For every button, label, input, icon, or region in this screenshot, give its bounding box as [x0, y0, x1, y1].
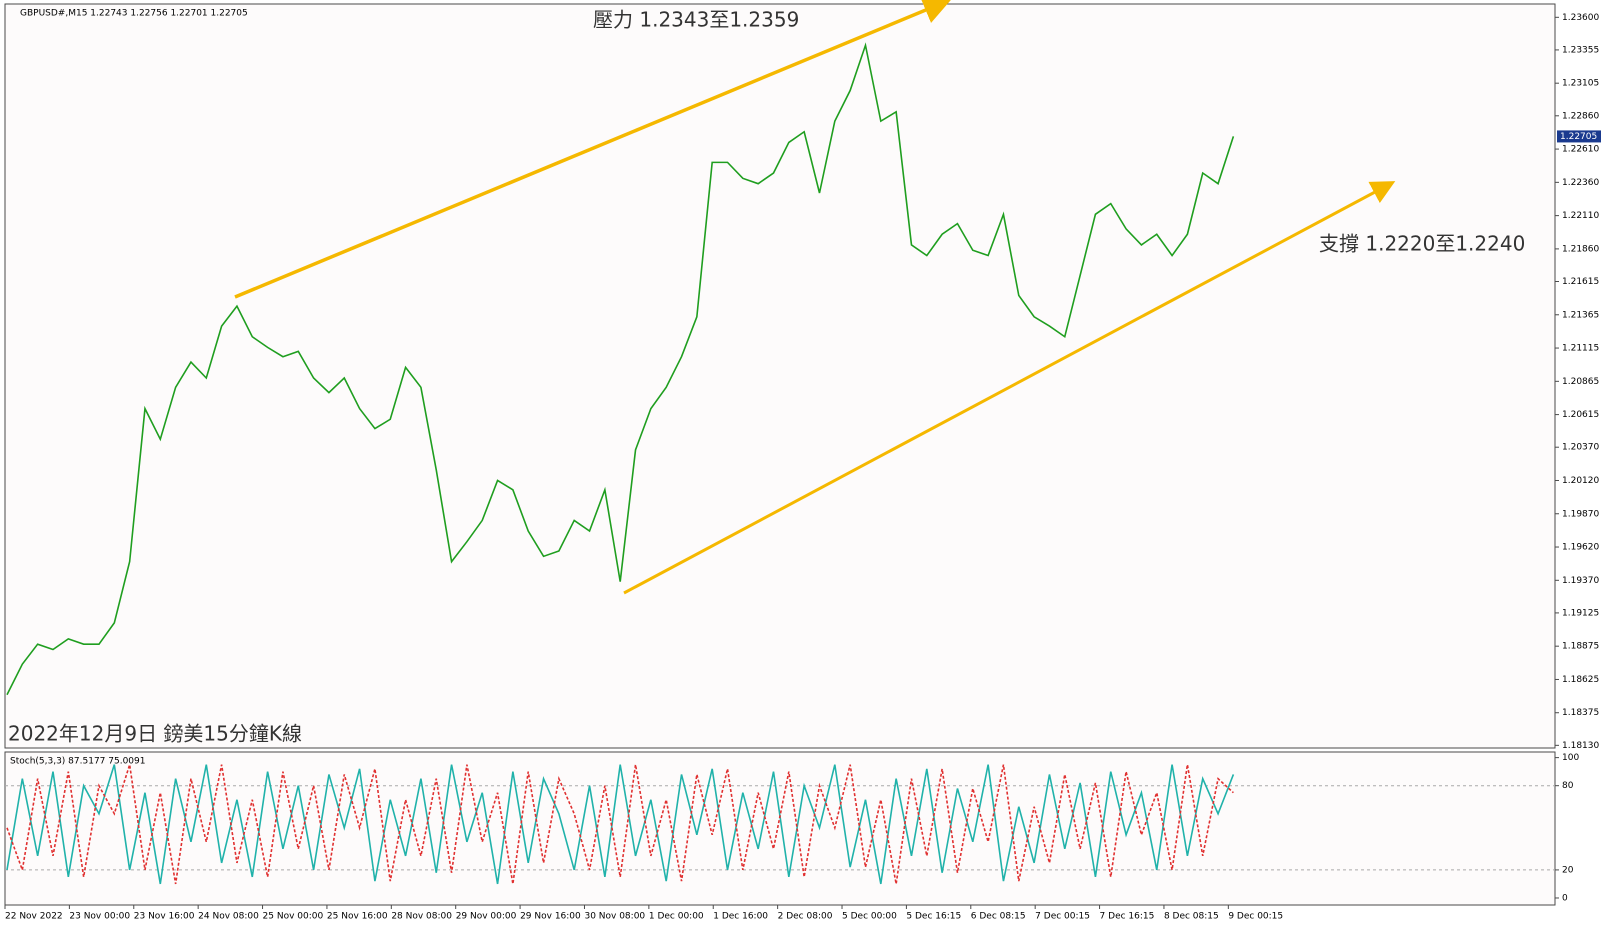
price-tag-label: 1.22705 — [1560, 132, 1597, 142]
y-tick-label: 1.22610 — [1562, 145, 1599, 155]
x-tick-label: 29 Nov 00:00 — [456, 912, 517, 922]
x-tick-label: 25 Nov 16:00 — [327, 912, 388, 922]
x-tick-label: 5 Dec 00:00 — [842, 912, 897, 922]
series-line — [6, 764, 1234, 885]
symbol-header: GBPUSD#,M15 1.22743 1.22756 1.22701 1.22… — [20, 9, 248, 19]
y-tick-label: 1.22360 — [1562, 178, 1599, 188]
price-tag — [1557, 130, 1601, 143]
stoch-header: Stoch(5,3,3) 87.5177 75.0091 — [10, 757, 145, 767]
y-tick-label: 1.23355 — [1562, 45, 1599, 55]
x-tick-label: 7 Dec 16:15 — [1100, 912, 1155, 922]
x-tick-label: 7 Dec 00:15 — [1035, 912, 1090, 922]
x-tick-label: 6 Dec 08:15 — [971, 912, 1026, 922]
y-tick-label: 1.20615 — [1562, 410, 1599, 420]
x-tick-label: 8 Dec 08:15 — [1164, 912, 1219, 922]
x-tick-label: 30 Nov 08:00 — [584, 912, 645, 922]
y-tick-label: 1.20370 — [1562, 443, 1599, 453]
x-tick-label: 23 Nov 16:00 — [134, 912, 195, 922]
x-tick-label: 28 Nov 08:00 — [391, 912, 452, 922]
x-tick-label: 5 Dec 16:15 — [906, 912, 961, 922]
resistance-arrow — [234, 0, 952, 299]
y-tick-label: 1.19125 — [1562, 608, 1599, 618]
y-tick-label: 1.20120 — [1562, 476, 1599, 486]
y-tick-label: 1.21860 — [1562, 244, 1599, 254]
y-tick-label: 1.19870 — [1562, 509, 1599, 519]
y-tick-label: 1.22860 — [1562, 111, 1599, 121]
y-tick-label: 1.21365 — [1562, 310, 1599, 320]
x-tick-label: 2 Dec 08:00 — [778, 912, 833, 922]
x-tick-label: 9 Dec 00:15 — [1228, 912, 1283, 922]
y-tick-label: 1.22110 — [1562, 211, 1599, 221]
y-tick-label: 1.18375 — [1562, 708, 1599, 718]
y-tick-label: 1.23600 — [1562, 13, 1599, 23]
y-tick-label: 80 — [1562, 781, 1574, 791]
support-arrow — [623, 181, 1396, 595]
y-tick-label: 0 — [1562, 893, 1568, 903]
y-tick-label: 100 — [1562, 753, 1579, 763]
y-tick-label: 1.21115 — [1562, 344, 1599, 354]
x-tick-label: 23 Nov 00:00 — [69, 912, 130, 922]
y-tick-label: 20 — [1562, 865, 1574, 875]
x-tick-label: 25 Nov 00:00 — [263, 912, 324, 922]
x-tick-label: 22 Nov 2022 — [5, 912, 63, 922]
y-tick-label: 1.18625 — [1562, 675, 1599, 685]
series-line — [6, 764, 1235, 885]
y-tick-label: 1.21615 — [1562, 277, 1599, 287]
y-tick-label: 1.18130 — [1562, 741, 1599, 751]
x-tick-label: 1 Dec 00:00 — [649, 912, 704, 922]
x-tick-label: 29 Nov 16:00 — [520, 912, 581, 922]
y-tick-label: 1.20865 — [1562, 377, 1599, 387]
y-tick-label: 1.18875 — [1562, 642, 1599, 652]
y-tick-label: 1.19370 — [1562, 576, 1599, 586]
support-note: 支撐 1.2220至1.2240 — [1319, 232, 1525, 256]
series-line — [6, 42, 1235, 696]
y-tick-label: 1.19620 — [1562, 543, 1599, 553]
x-tick-label: 24 Nov 08:00 — [198, 912, 259, 922]
x-tick-label: 1 Dec 16:00 — [713, 912, 768, 922]
stoch-panel — [4, 751, 1556, 906]
resistance-note: 壓力 1.2343至1.2359 — [593, 8, 799, 32]
y-tick-label: 1.23105 — [1562, 79, 1599, 89]
chart-caption: 2022年12月9日 鎊美15分鐘K線 — [8, 722, 302, 746]
price-panel — [4, 3, 1556, 749]
